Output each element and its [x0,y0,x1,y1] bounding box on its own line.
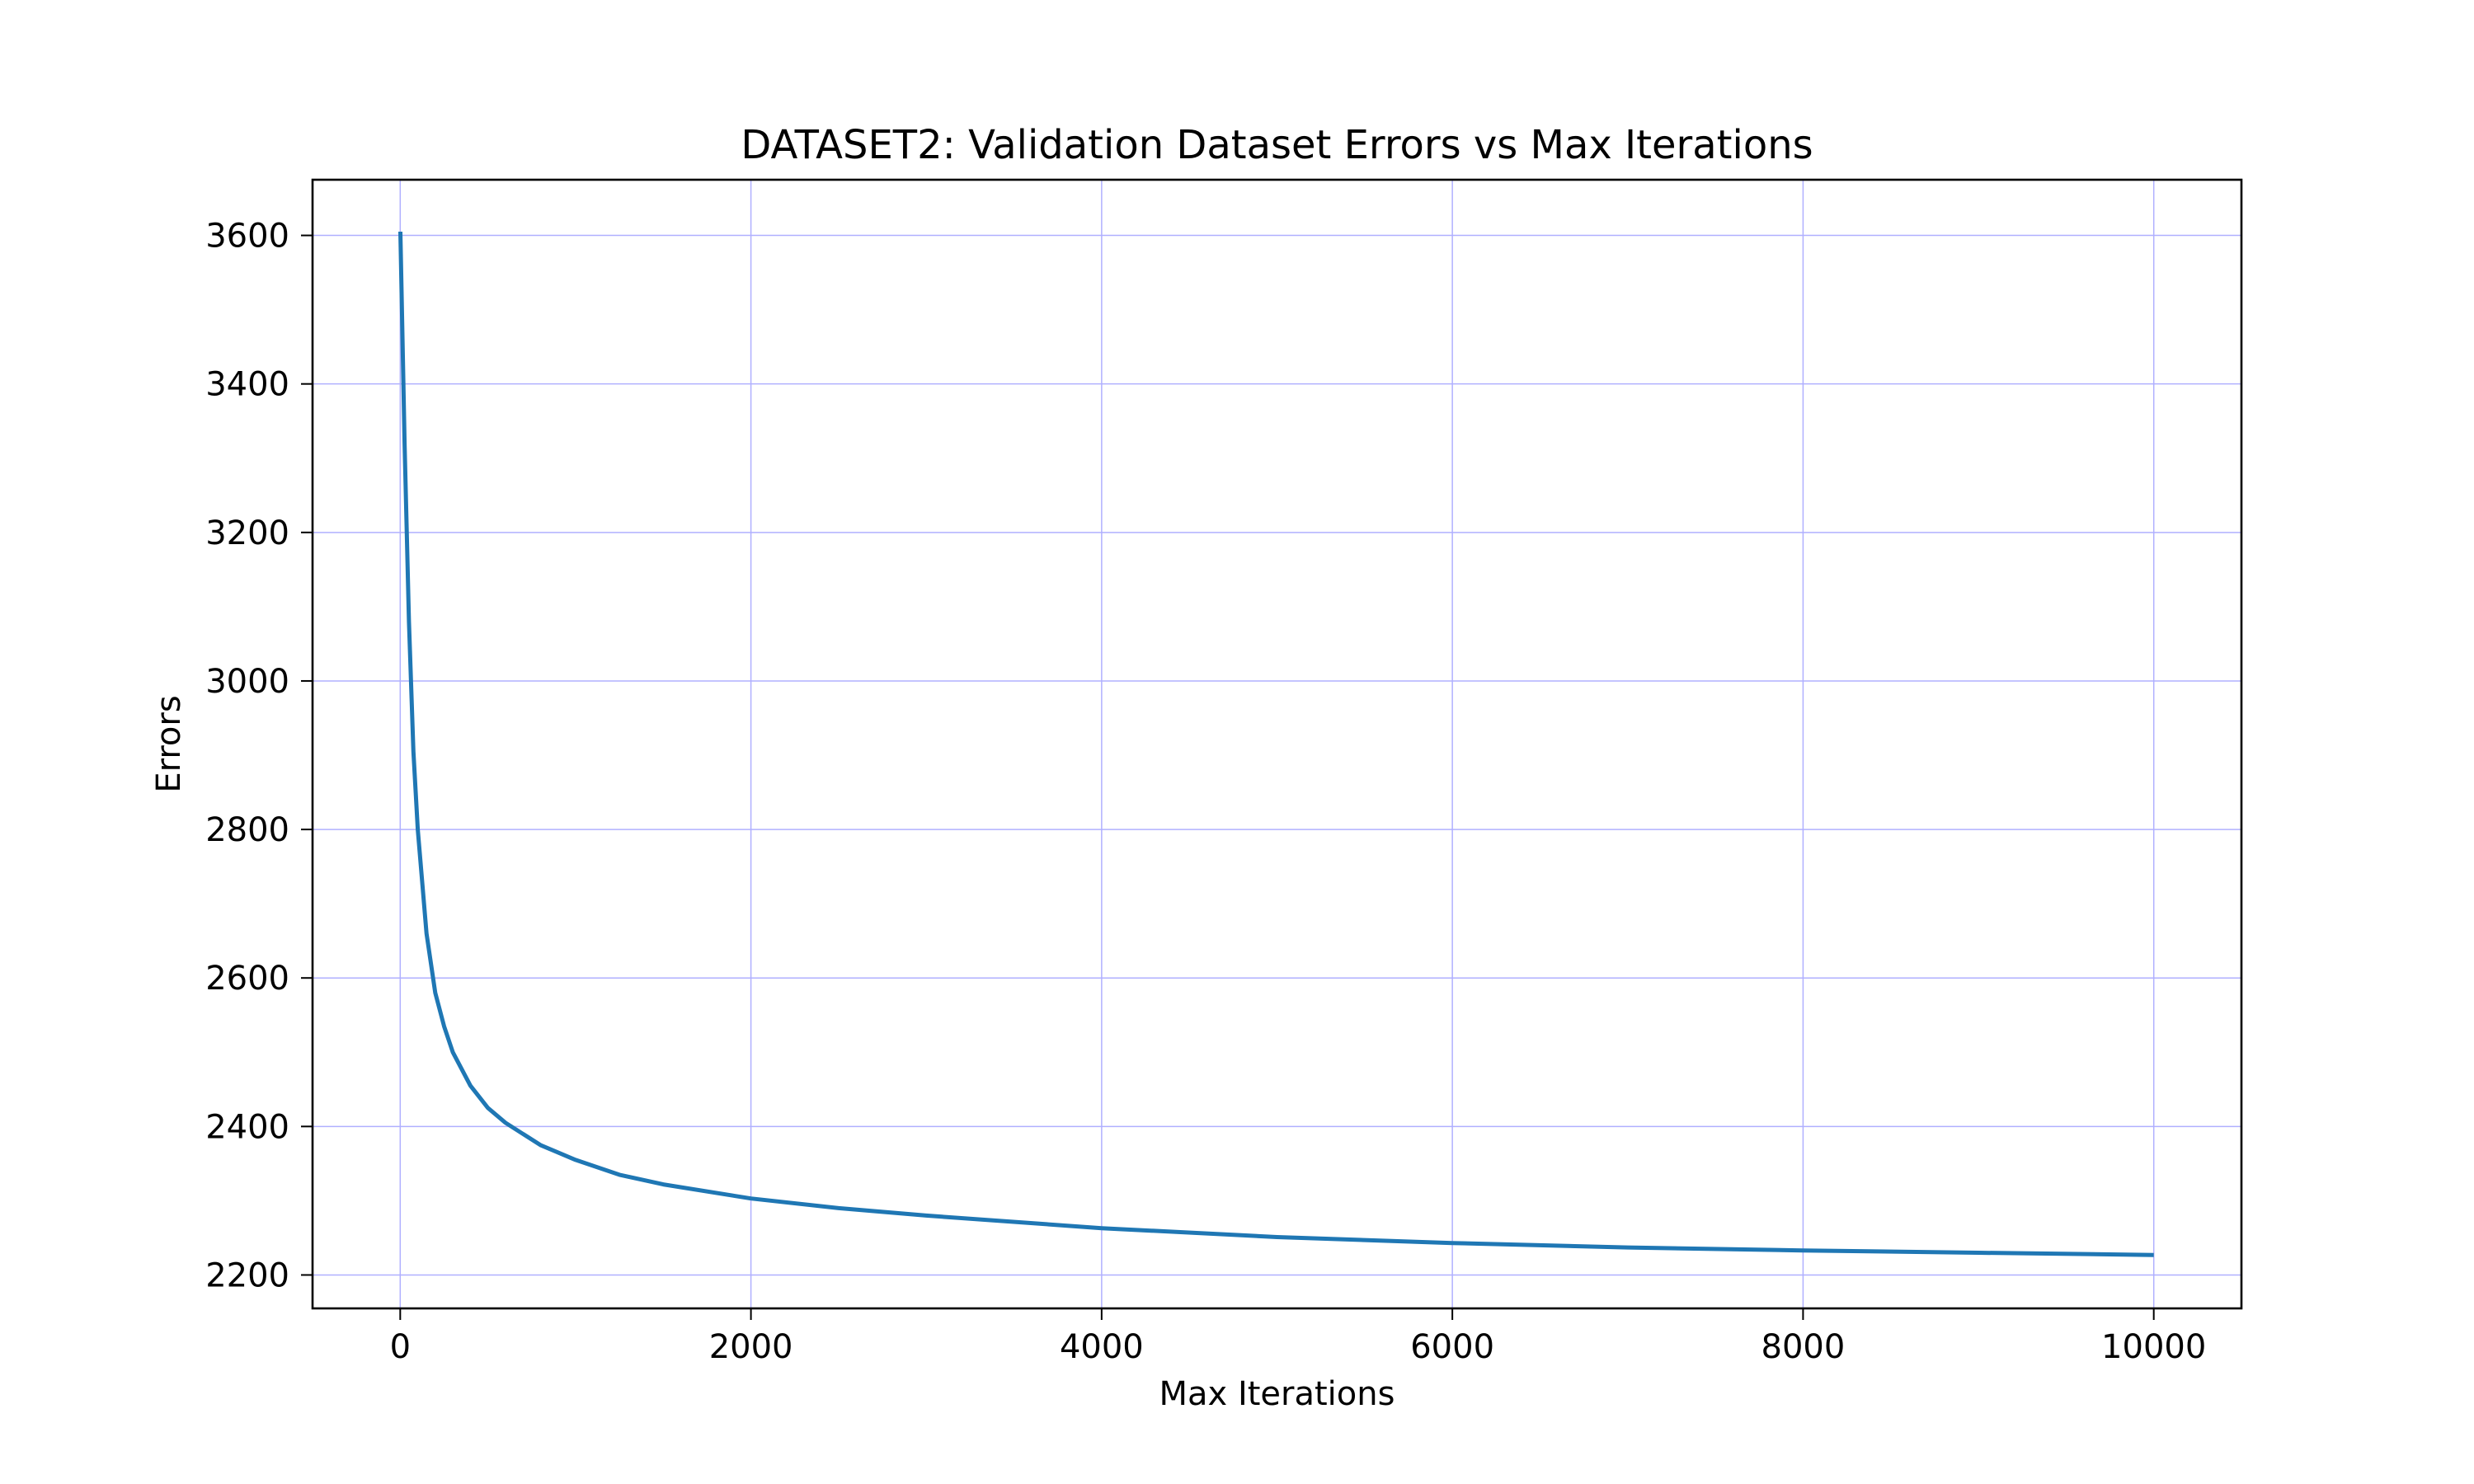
series-layer [398,231,2154,1257]
y-tick-label: 2400 [205,1108,289,1146]
x-tick-label: 8000 [1761,1328,1846,1366]
ticks: 0 2000 4000 6000 8000 10000 2200 2400 2600 2800 30… [205,218,2206,1366]
series-line-0 [398,231,2154,1257]
y-tick-label: 2800 [205,811,289,849]
y-tick-label: 2200 [205,1256,289,1294]
y-tick-label: 3600 [205,218,289,256]
x-tick-label: 2000 [709,1328,793,1366]
y-tick-label: 2600 [205,960,289,998]
grid [313,180,2241,1308]
chart-title: DATASET2: Validation Dataset Errors vs M… [741,122,1813,168]
x-axis-label: Max Iterations [1159,1375,1395,1413]
x-tick-label: 10000 [2101,1328,2206,1366]
y-axis-label: Errors [150,695,188,792]
y-tick-label: 3200 [205,514,289,552]
plot-area-frame [311,178,2243,1310]
x-tick-label: 4000 [1060,1328,1144,1366]
y-tick-label: 3400 [205,366,289,404]
x-tick-label: 0 [390,1328,411,1366]
y-tick-label: 3000 [205,663,289,701]
x-tick-label: 6000 [1410,1328,1494,1366]
